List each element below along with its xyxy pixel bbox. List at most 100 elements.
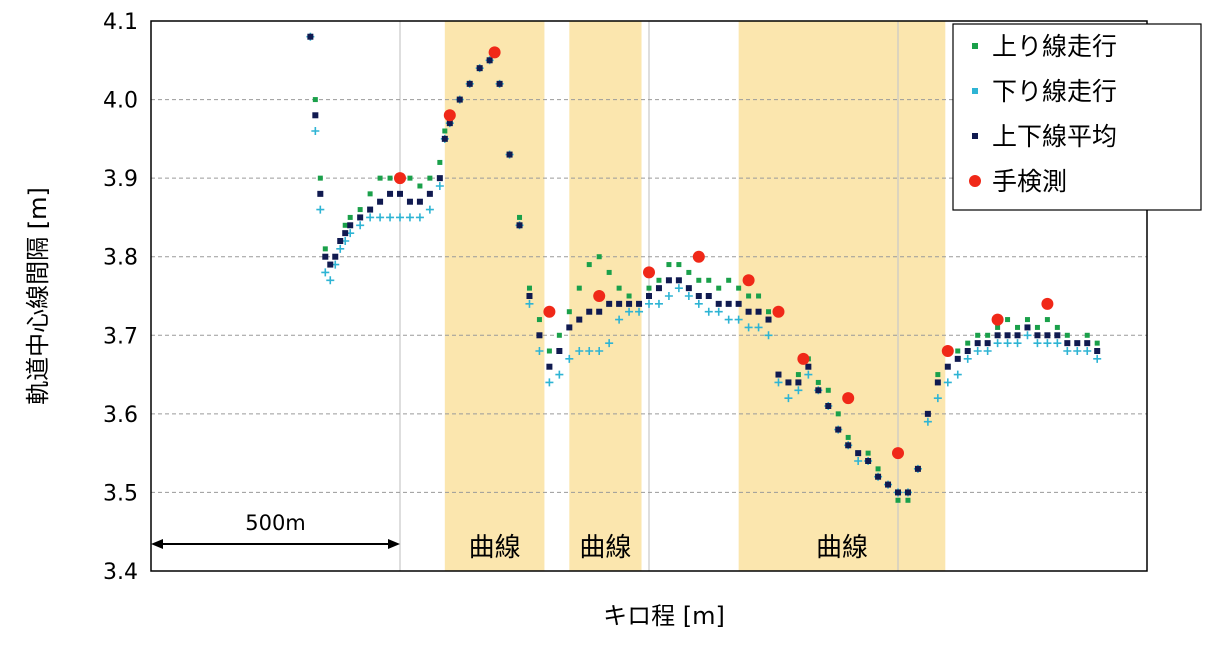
legend-marker-4 [969, 175, 981, 187]
point-s1-38 [626, 293, 632, 299]
point-s2-85 [1093, 354, 1102, 363]
point-s1-13 [387, 175, 393, 181]
point-s3-19 [441, 135, 448, 142]
point-s2-3 [316, 205, 325, 214]
point-s3-64 [885, 481, 892, 488]
y-tick-3.8: 3.8 [103, 246, 138, 271]
point-s3-10 [357, 214, 364, 221]
point-s3-77 [1014, 332, 1021, 339]
point-s2-17 [425, 205, 434, 214]
point-s2-43 [674, 284, 683, 293]
point-s3-84 [1084, 340, 1091, 347]
point-s4-5 [593, 290, 606, 302]
point-s1-51 [756, 293, 762, 299]
point-s1-49 [736, 285, 742, 291]
point-s3-72 [964, 348, 971, 354]
point-s1-81 [1054, 324, 1060, 330]
point-s3-36 [606, 300, 613, 307]
point-s3-44 [685, 285, 692, 292]
point-s3-3 [317, 190, 324, 197]
point-s3-2 [312, 112, 319, 119]
point-s1-59 [835, 411, 841, 417]
point-s2-35 [595, 347, 604, 355]
point-s2-42 [664, 292, 673, 300]
legend-box [952, 23, 1202, 211]
point-s3-83 [1074, 340, 1081, 347]
point-s2-41 [654, 299, 663, 308]
point-s1-12 [377, 175, 383, 181]
point-s1-71 [955, 348, 961, 354]
point-s3-73 [974, 340, 981, 347]
point-s3-56 [805, 363, 812, 370]
curve-band-label-1: 曲線 [469, 533, 521, 563]
point-s4-6 [643, 266, 655, 279]
point-s2-34 [585, 347, 594, 355]
series-4 [394, 46, 1054, 460]
y-axis-title: 軌道中心線間隔 [m] [24, 187, 52, 405]
point-s4-8 [742, 274, 755, 287]
point-s2-4 [321, 268, 330, 277]
point-s1-29 [536, 317, 542, 323]
point-s1-34 [586, 262, 592, 268]
curve-band-label-3: 曲線 [816, 533, 868, 563]
data-marks [306, 32, 1102, 503]
curve-band-labels: 曲線 曲線 曲線 [469, 533, 868, 563]
distance-scale-bar: 500m [151, 511, 400, 549]
point-s2-28 [525, 299, 534, 308]
legend-label-1: 上り線走行 [992, 32, 1117, 61]
point-s1-77 [1015, 324, 1021, 330]
point-s3-45 [695, 293, 702, 299]
point-s3-21 [456, 96, 463, 103]
point-s4-13 [941, 345, 954, 357]
point-s4-3 [488, 46, 501, 59]
point-s1-55 [795, 372, 801, 378]
point-s3-9 [347, 222, 354, 229]
point-s2-56 [804, 370, 813, 379]
point-s1-40 [646, 285, 652, 291]
point-s3-62 [865, 458, 872, 464]
point-s2-37 [615, 315, 624, 324]
point-s2-49 [734, 315, 743, 324]
point-s3-46 [705, 293, 712, 299]
y-tick-3.9: 3.9 [103, 167, 138, 192]
point-s4-2 [443, 109, 456, 122]
point-s3-20 [446, 120, 453, 127]
series-3 [307, 33, 1101, 496]
point-s2-79 [1033, 339, 1042, 348]
point-s2-10 [356, 221, 365, 230]
point-s2-47 [714, 307, 723, 316]
point-s1-32 [566, 309, 572, 315]
point-s1-18 [437, 159, 443, 165]
point-s4-1 [394, 172, 406, 185]
point-s2-75 [993, 339, 1002, 348]
point-s3-75 [994, 332, 1001, 339]
point-s3-22 [466, 80, 473, 87]
point-s2-50 [744, 323, 753, 332]
point-s3-17 [426, 190, 433, 197]
point-s3-24 [486, 57, 493, 64]
point-s2-70 [943, 378, 952, 387]
point-s3-69 [934, 379, 941, 386]
point-s3-15 [406, 198, 413, 205]
point-s3-32 [566, 324, 573, 331]
point-s3-50 [745, 308, 752, 315]
point-s2-77 [1013, 339, 1022, 348]
point-s1-82 [1064, 332, 1070, 338]
point-s3-60 [845, 442, 852, 449]
point-s4-9 [772, 305, 785, 318]
point-s3-74 [984, 340, 991, 347]
point-s4-14 [991, 313, 1004, 326]
point-s3-41 [655, 285, 662, 292]
point-s3-11 [367, 206, 374, 213]
point-s1-4 [322, 246, 328, 252]
y-tick-labels: 3.4 3.5 3.6 3.7 3.8 3.9 4.0 4.1 [103, 10, 138, 585]
point-s2-68 [923, 417, 932, 426]
y-tick-3.4: 3.4 [103, 560, 138, 585]
scale-bar-label: 500m [245, 511, 306, 535]
point-s3-71 [954, 355, 961, 362]
point-s2-76 [1003, 339, 1012, 348]
point-s3-57 [815, 387, 822, 394]
point-s3-4 [322, 253, 329, 260]
point-s1-72 [965, 340, 971, 346]
